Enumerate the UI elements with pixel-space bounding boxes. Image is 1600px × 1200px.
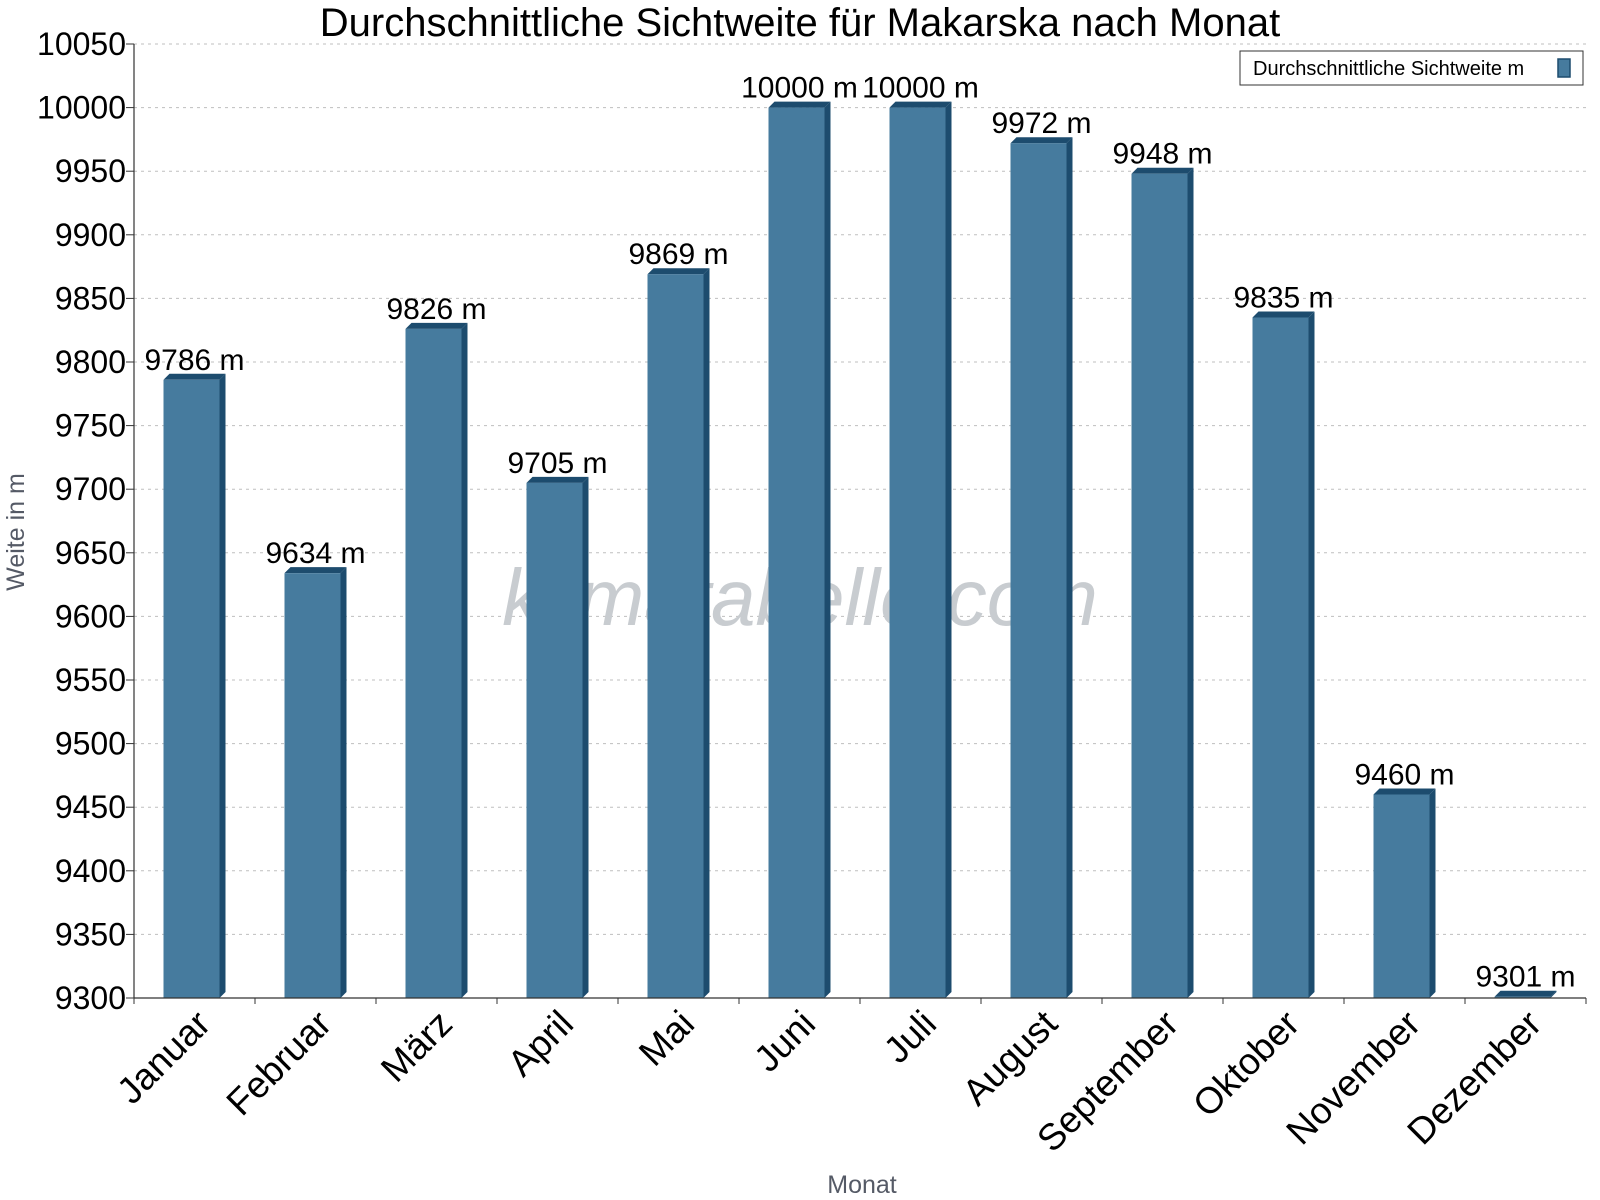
bar-side bbox=[461, 322, 468, 999]
bar-top bbox=[526, 476, 589, 483]
x-tick-label: Januar bbox=[109, 1003, 218, 1112]
x-tick-label: Juli bbox=[876, 1003, 944, 1071]
data-label: 9835 m bbox=[1233, 281, 1333, 314]
bar-side bbox=[1187, 167, 1194, 998]
bar bbox=[526, 482, 583, 999]
y-tick-label: 10000 bbox=[37, 90, 126, 126]
bar-top bbox=[889, 101, 952, 108]
y-tick-label: 9400 bbox=[55, 853, 126, 889]
y-axis-title: Weite in m bbox=[2, 473, 30, 591]
bar bbox=[1252, 317, 1309, 999]
bar-side bbox=[582, 476, 589, 999]
data-label: 9948 m bbox=[1112, 138, 1212, 171]
legend-swatch bbox=[1557, 58, 1571, 78]
bar bbox=[284, 573, 341, 998]
y-tick-label: 9650 bbox=[55, 535, 126, 571]
bar-top bbox=[1373, 788, 1436, 795]
bar-side bbox=[219, 373, 226, 999]
bar-side bbox=[340, 567, 347, 998]
bar-side bbox=[824, 101, 831, 999]
y-tick-label: 9850 bbox=[55, 280, 126, 316]
y-tick-label: 9750 bbox=[55, 408, 126, 444]
y-tick-label: 9800 bbox=[55, 344, 126, 380]
bar-top bbox=[284, 567, 347, 574]
data-label: 9460 m bbox=[1354, 758, 1454, 791]
bar-top bbox=[1252, 311, 1315, 318]
legend: Durchschnittliche Sichtweite m bbox=[1239, 50, 1584, 86]
legend-label: Durchschnittliche Sichtweite m bbox=[1253, 58, 1524, 80]
bar bbox=[1494, 996, 1551, 998]
y-tick-label: 9450 bbox=[55, 789, 126, 825]
bar-top bbox=[1010, 137, 1073, 144]
x-tick-label: Mai bbox=[631, 1003, 702, 1074]
data-labels: 9786 m 9634 m 9826 m 9705 m 9869 m 10000 m 100… bbox=[144, 72, 1575, 994]
chart-title: Durchschnittliche Sichtweite für Makarsk… bbox=[320, 1, 1280, 45]
y-tick-label: 9950 bbox=[55, 153, 126, 189]
x-tick-label: Oktober bbox=[1185, 1003, 1307, 1125]
bars bbox=[163, 101, 1557, 999]
axes bbox=[133, 44, 1586, 999]
y-tick-label: 10050 bbox=[37, 26, 126, 62]
bar bbox=[405, 328, 462, 999]
y-tick-label: 9700 bbox=[55, 471, 126, 507]
bar-top bbox=[405, 322, 468, 329]
y-tick-label: 9600 bbox=[55, 598, 126, 634]
y-axis-ticks: 9300 9350 9400 9450 9500 9550 9600 9650 9700 9750… bbox=[37, 26, 134, 1016]
x-tick-label: Juni bbox=[746, 1003, 823, 1080]
bar bbox=[1373, 794, 1430, 998]
y-tick-label: 9350 bbox=[55, 916, 126, 952]
x-tick-label: März bbox=[373, 1003, 460, 1090]
bar-side bbox=[1066, 137, 1073, 998]
x-tick-label: August bbox=[955, 1002, 1066, 1113]
bar bbox=[889, 107, 946, 999]
data-label: 10000 m bbox=[862, 72, 979, 105]
bar bbox=[768, 107, 825, 999]
bar-top bbox=[768, 101, 831, 108]
data-label: 9972 m bbox=[991, 107, 1091, 140]
bar bbox=[1131, 173, 1188, 998]
bar-side bbox=[945, 101, 952, 999]
data-label: 9869 m bbox=[628, 238, 728, 271]
bar-side bbox=[703, 268, 710, 998]
data-label: 9705 m bbox=[507, 447, 607, 480]
legend-box bbox=[1239, 50, 1584, 86]
y-tick-label: 9300 bbox=[55, 980, 126, 1016]
bar-side bbox=[1308, 311, 1315, 999]
bar bbox=[163, 379, 220, 999]
bar bbox=[1010, 143, 1067, 998]
x-tick-label: Februar bbox=[219, 1003, 340, 1124]
bar-side bbox=[1429, 788, 1436, 998]
data-label: 9301 m bbox=[1475, 961, 1575, 994]
data-label: 9826 m bbox=[386, 293, 486, 326]
y-tick-label: 9900 bbox=[55, 217, 126, 253]
data-label: 9634 m bbox=[265, 537, 365, 570]
bar-top bbox=[163, 373, 226, 380]
data-label: 9786 m bbox=[144, 344, 244, 377]
x-axis-ticks: Januar Februar März April Mai Juni Juli AugustS… bbox=[109, 998, 1587, 1160]
bar bbox=[647, 274, 704, 998]
x-tick-label: Dezember bbox=[1399, 1003, 1549, 1153]
x-tick-label: April bbox=[500, 1003, 581, 1084]
y-tick-label: 9500 bbox=[55, 726, 126, 762]
bar-side bbox=[1550, 990, 1557, 998]
bar-top bbox=[647, 268, 710, 275]
grid-lines bbox=[134, 43, 1586, 935]
bar-top bbox=[1494, 990, 1557, 997]
data-label: 10000 m bbox=[741, 72, 858, 105]
y-tick-label: 9550 bbox=[55, 662, 126, 698]
x-axis-title: Monat bbox=[827, 1171, 897, 1199]
bar-top bbox=[1131, 167, 1194, 174]
